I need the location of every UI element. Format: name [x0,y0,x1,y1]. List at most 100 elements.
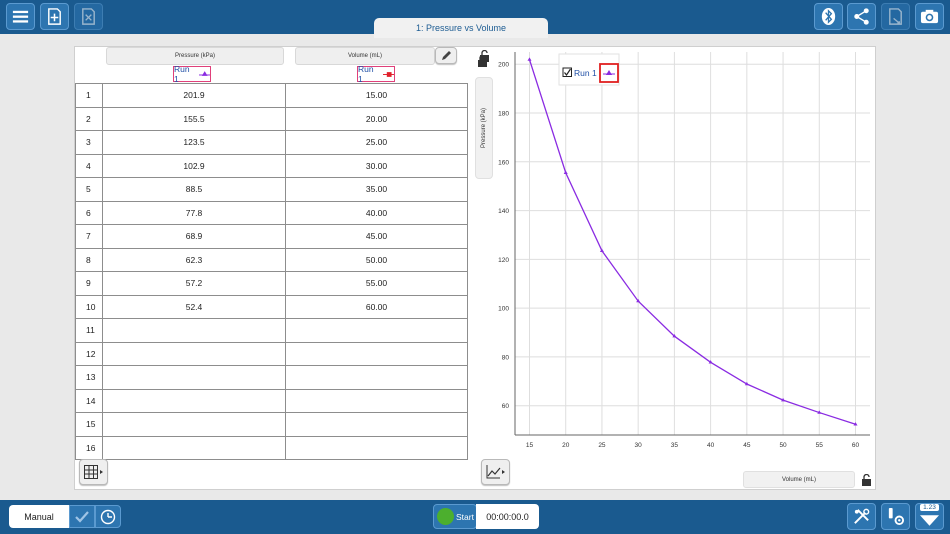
pressure-cell[interactable] [102,412,286,437]
table-row[interactable]: 6 77.8 40.00 [75,200,468,225]
y-axis-selector[interactable]: Pressure (kPa) [475,77,493,179]
new-file-icon [48,8,61,25]
x-axis-lock[interactable] [861,473,872,491]
pressure-cell[interactable]: 57.2 [102,271,286,296]
pressure-cell[interactable]: 102.9 [102,153,286,178]
volume-cell[interactable] [285,412,468,437]
table-row[interactable]: 15 [75,412,468,437]
tools-button[interactable] [847,503,876,530]
export-icon [889,8,902,25]
pressure-cell[interactable]: 52.4 [102,294,286,319]
x-tick-label: 55 [816,442,824,449]
start-icon [437,508,454,525]
export-button[interactable] [881,3,910,30]
volume-cell[interactable] [285,318,468,343]
volume-cell[interactable]: 60.00 [285,294,468,319]
table-row[interactable]: 12 [75,341,468,366]
table-row[interactable]: 13 [75,365,468,390]
page-tab[interactable]: 1: Pressure vs Volume [374,18,548,38]
elapsed-timer: 00:00:00.0 [476,504,539,529]
pressure-cell[interactable]: 88.5 [102,177,286,202]
pressure-cell[interactable]: 77.8 [102,200,286,225]
volume-cell[interactable]: 30.00 [285,153,468,178]
camera-button[interactable] [915,3,944,30]
keep-sample-button[interactable] [69,505,95,528]
table-row[interactable]: 3 123.5 25.00 [75,130,468,155]
table-row[interactable]: 5 88.5 35.00 [75,177,468,202]
data-point [636,298,641,303]
page-title: 1: Pressure vs Volume [415,23,507,33]
x-tick-label: 20 [562,442,570,449]
x-axis-selector[interactable]: Volume (mL) [743,471,855,488]
legend-checkbox[interactable] [562,67,572,77]
close-file-button[interactable] [74,3,103,30]
pressure-cell[interactable]: 68.9 [102,224,286,249]
pressure-cell[interactable]: 123.5 [102,130,286,155]
data-point [708,360,713,364]
sampling-mode-button[interactable]: Manual [9,505,69,528]
graph-options-button[interactable] [481,459,510,485]
volume-cell[interactable]: 45.00 [285,224,468,249]
data-point [563,170,568,174]
pressure-cell[interactable]: 201.9 [102,83,286,108]
table-row[interactable]: 11 [75,318,468,343]
triangle-marker-icon [198,70,210,76]
table-row[interactable]: 7 68.9 45.00 [75,224,468,249]
data-point [853,422,858,426]
volume-cell[interactable] [285,341,468,366]
pressure-cell[interactable] [102,365,286,390]
table-row[interactable]: 8 62.3 50.00 [75,247,468,272]
graph-legend[interactable]: Run 1 [558,53,620,86]
volume-cell[interactable]: 40.00 [285,200,468,225]
sensor-settings-button[interactable] [881,503,910,530]
volume-cell[interactable]: 55.00 [285,271,468,296]
meter-button[interactable]: 1.23 [915,503,944,530]
data-point [599,248,604,253]
volume-column-header[interactable]: Volume (mL) [295,47,435,65]
graph-lock[interactable] [479,49,490,67]
volume-cell[interactable]: 15.00 [285,83,468,108]
volume-cell[interactable]: 20.00 [285,106,468,131]
pressure-volume-graph[interactable]: 15 20 25 30 35 40 45 50 55 60 60 80 100 120 140 160 180 2… [495,47,875,467]
data-point [744,381,749,386]
pressure-cell[interactable]: 62.3 [102,247,286,272]
volume-cell[interactable] [285,435,468,460]
volume-cell[interactable]: 25.00 [285,130,468,155]
row-number: 1 [75,83,103,108]
start-button[interactable]: Start [433,504,477,529]
chevron-down-icon [920,515,939,526]
share-button[interactable] [847,3,876,30]
pressure-column-header[interactable]: Pressure (kPa) [106,47,284,65]
table-options-button[interactable] [79,459,108,485]
row-number: 4 [75,153,103,178]
pressure-cell[interactable] [102,388,286,413]
pressure-cell[interactable] [102,318,286,343]
pressure-cell[interactable] [102,341,286,366]
volume-cell[interactable] [285,388,468,413]
check-icon [564,68,571,77]
unlock-icon [862,473,871,486]
volume-cell[interactable] [285,365,468,390]
volume-run-label[interactable]: Run 1 [357,64,395,84]
table-row[interactable]: 2 155.5 20.00 [75,106,468,131]
edit-columns-button[interactable] [435,47,457,64]
table-row[interactable]: 1 201.9 15.00 [75,83,468,108]
camera-icon [920,9,939,24]
table-row[interactable]: 9 57.2 55.00 [75,271,468,296]
timer-options-button[interactable] [95,505,121,528]
legend-marker-box[interactable] [599,63,619,83]
table-row[interactable]: 4 102.9 30.00 [75,153,468,178]
table-row[interactable]: 10 52.4 60.00 [75,294,468,319]
volume-cell[interactable]: 35.00 [285,177,468,202]
table-row[interactable]: 16 [75,435,468,460]
pressure-cell[interactable]: 155.5 [102,106,286,131]
graph-icon [486,465,505,479]
volume-cell[interactable]: 50.00 [285,247,468,272]
row-number: 8 [75,247,103,272]
bluetooth-button[interactable] [814,3,843,30]
table-row[interactable]: 14 [75,388,468,413]
pressure-run-label[interactable]: Run 1 [173,64,211,84]
menu-button[interactable] [6,3,35,30]
pressure-cell[interactable] [102,435,286,460]
new-file-button[interactable] [40,3,69,30]
